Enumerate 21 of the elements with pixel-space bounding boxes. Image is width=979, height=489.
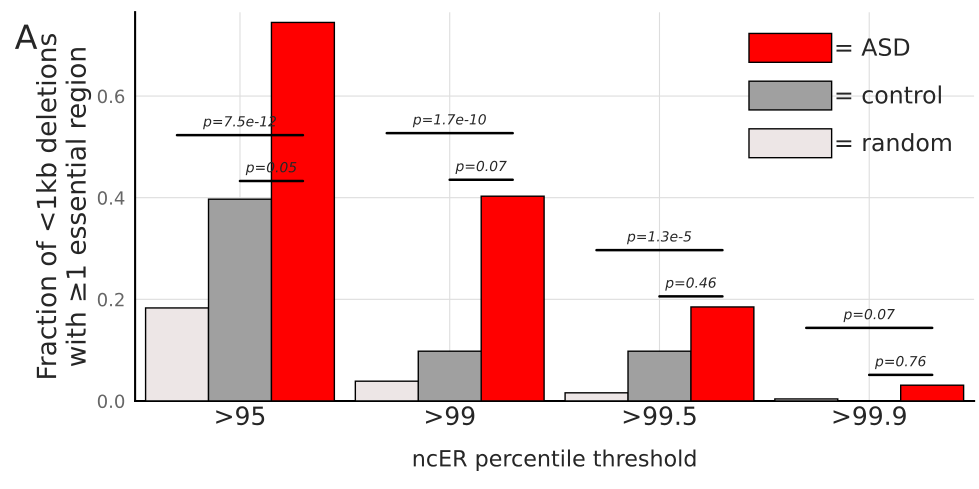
annotation: p=0.76 xyxy=(874,356,926,370)
annotation: p=1.3e-5 xyxy=(626,231,692,244)
y-tick-label: 0.2 xyxy=(98,292,124,306)
annotation: p=0.07 xyxy=(844,308,895,322)
annotation: p=0.05 xyxy=(246,162,296,176)
legend-label: = random xyxy=(836,133,951,152)
annotation: p=0.07 xyxy=(455,160,507,174)
legend-label: = ASD xyxy=(836,38,910,56)
x-tick-label: >99 xyxy=(426,406,474,426)
annotation: p=1.7e-10 xyxy=(412,114,486,128)
y-tick-label: 0.4 xyxy=(98,191,124,205)
y-tick-label: 0.6 xyxy=(98,90,124,104)
x-tick-label: >99.9 xyxy=(834,406,906,426)
x-tick-label: >95 xyxy=(216,406,264,426)
y-axis-title: Fraction of <1kb deletions with ≥1 essential region xyxy=(36,34,92,378)
x-tick-label: >99.5 xyxy=(624,406,696,426)
y-tick-label: 0.0 xyxy=(98,394,124,408)
text: A xyxy=(14,24,38,49)
legend-label: = control xyxy=(836,85,941,104)
x-axis-title: ncER percentile threshold xyxy=(414,449,696,471)
annotation: p=0.46 xyxy=(665,277,716,291)
